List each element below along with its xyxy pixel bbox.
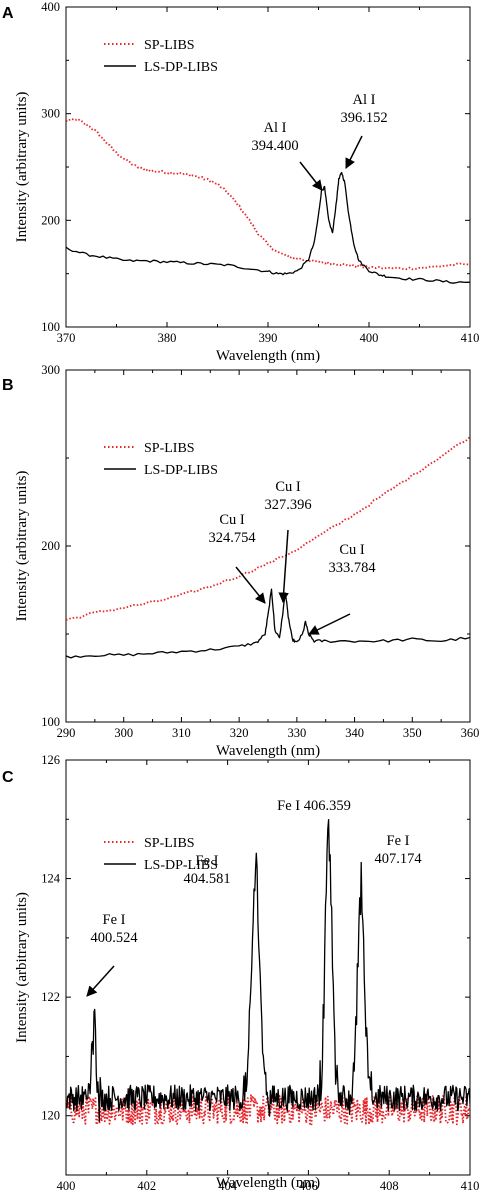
x-tick-label: 410	[461, 1179, 480, 1193]
y-tick-label: 124	[41, 872, 61, 886]
chart-panel-c: C 400 402 404 406 408 410 120 122 124 126 Wavelengt…	[2, 753, 479, 1193]
x-tick-label: 400	[360, 331, 379, 345]
panel-letter: B	[2, 377, 14, 394]
x-axis-title: Wavelength (nm)	[216, 743, 320, 759]
annotation-arrow	[235, 566, 266, 604]
y-tick-label: 100	[41, 320, 60, 334]
series-line-ls-dp-libs	[66, 171, 470, 284]
x-tick-label: 320	[230, 726, 249, 740]
peak-annotation: Al I 396.152	[340, 92, 387, 126]
x-tick-label: 340	[345, 726, 364, 740]
series-line-sp-libs	[66, 117, 470, 271]
legend-label: LS-DP-LIBS	[144, 463, 218, 478]
legend-label: LS-DP-LIBS	[144, 60, 218, 75]
series-line-ls-dp-libs	[66, 819, 470, 1122]
legend-label: LS-DP-LIBS	[144, 858, 218, 873]
x-tick-label: 390	[259, 331, 278, 345]
y-tick-label: 300	[41, 363, 60, 377]
x-tick-label: 290	[57, 726, 76, 740]
legend-label: SP-LIBS	[144, 441, 195, 456]
chart-panel-b: B 290 300 310 320 330 340 350 360 100 200 300 Wavele…	[2, 363, 479, 759]
y-tick-label: 300	[41, 107, 60, 121]
x-tick-label: 402	[137, 1179, 156, 1193]
y-tick-label: 122	[41, 990, 60, 1004]
panel-letter: A	[2, 5, 14, 22]
y-tick-label: 200	[41, 539, 60, 553]
peak-annotation: Cu I 327.396	[264, 479, 311, 513]
plot-frame	[65, 369, 471, 723]
peak-annotation: Fe I 404.581	[183, 853, 230, 887]
y-axis-title: Intensity (arbitrary units)	[14, 471, 30, 622]
x-tick-label: 410	[461, 331, 480, 345]
annotation-arrow	[345, 135, 363, 169]
peak-annotation: Al I 394.400	[251, 120, 298, 154]
x-tick-label: 406	[299, 1179, 318, 1193]
x-tick-label: 380	[158, 331, 177, 345]
y-tick-label: 120	[41, 1109, 60, 1123]
y-tick-label: 100	[41, 715, 60, 729]
y-axis-title: Intensity (arbitrary units)	[14, 892, 30, 1043]
peak-annotation: Fe I 400.524	[90, 912, 138, 946]
x-tick-label: 300	[114, 726, 133, 740]
annotation-arrow	[86, 965, 115, 997]
x-axis-title: Wavelength (nm)	[216, 348, 320, 364]
peak-annotation: Fe I 407.174	[374, 833, 422, 867]
annotation-arrow	[278, 529, 289, 604]
legend-label: SP-LIBS	[144, 38, 195, 53]
x-tick-label: 330	[287, 726, 306, 740]
x-tick-label: 360	[461, 726, 480, 740]
x-tick-label: 370	[57, 331, 76, 345]
peak-annotation: Cu I 333.784	[328, 542, 376, 576]
y-tick-label: 200	[41, 213, 60, 227]
annotation-arrow	[299, 161, 323, 191]
x-tick-label: 310	[172, 726, 191, 740]
chart-panel-a: A 370 380 390 400 410 100 200 300 400 Wavelength (…	[2, 0, 479, 364]
legend-label: SP-LIBS	[144, 836, 195, 851]
x-tick-label: 400	[57, 1179, 76, 1193]
annotation-arrow	[308, 613, 351, 635]
x-tick-label: 404	[218, 1179, 238, 1193]
peak-annotation: Fe I 406.359	[277, 798, 351, 814]
x-tick-label: 350	[403, 726, 422, 740]
series-line-ls-dp-libs	[66, 588, 470, 659]
plot-frame	[65, 6, 471, 328]
y-tick-label: 126	[41, 753, 60, 767]
peak-annotation: Cu I 324.754	[208, 512, 256, 546]
panel-letter: C	[2, 769, 14, 786]
x-axis-title: Wavelength (nm)	[216, 1175, 320, 1191]
y-axis-title: Intensity (arbitrary units)	[14, 92, 30, 243]
y-tick-label: 400	[41, 0, 60, 14]
series-line-sp-libs	[66, 436, 470, 621]
x-tick-label: 408	[380, 1179, 399, 1193]
